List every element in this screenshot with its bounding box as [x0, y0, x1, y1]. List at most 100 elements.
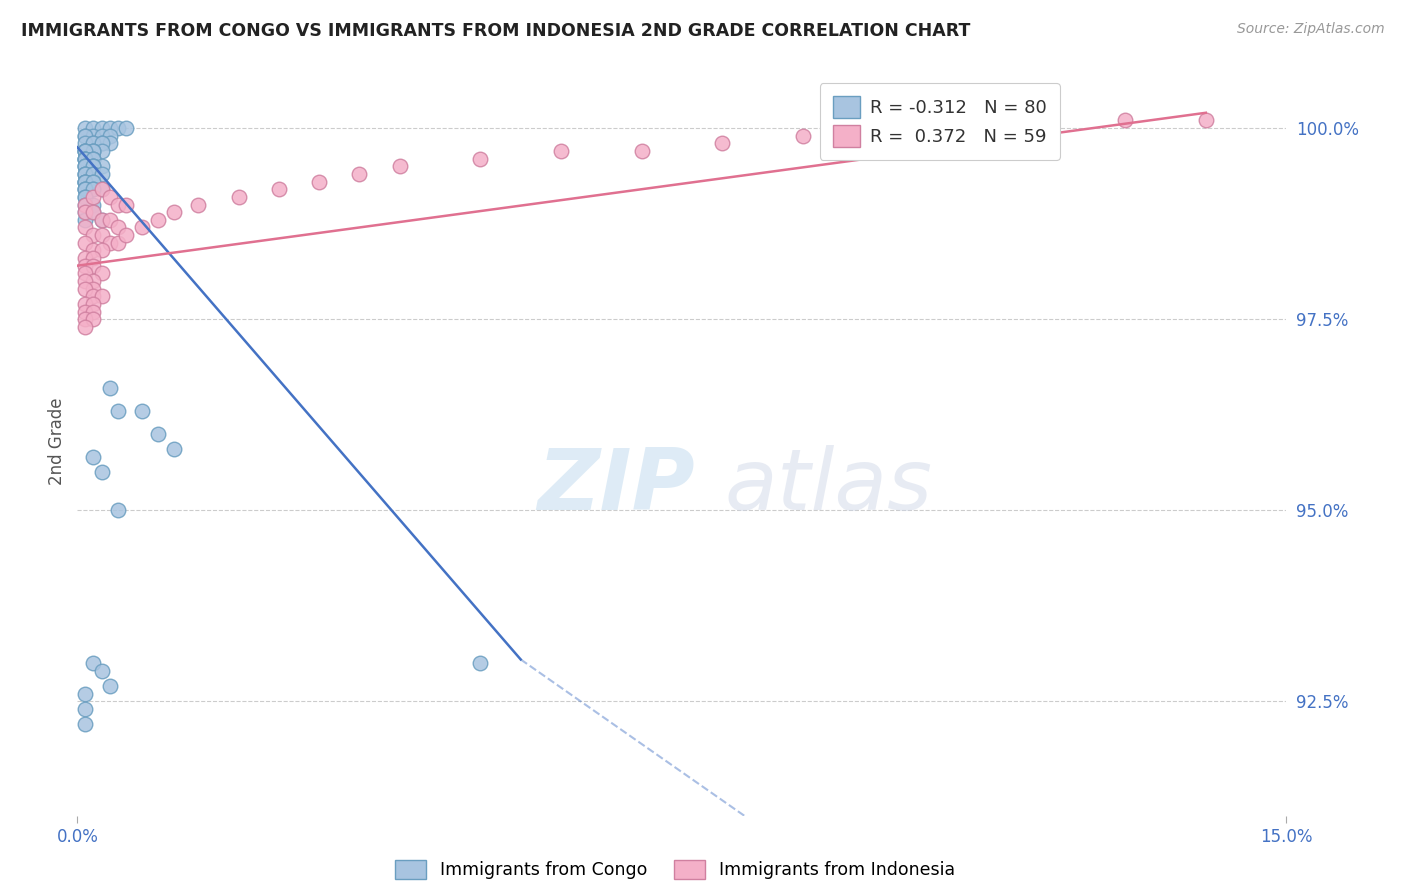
- Point: [107, 197, 129, 211]
- Point: [1195, 113, 1218, 128]
- Point: [114, 121, 136, 136]
- Point: [82, 304, 104, 318]
- Text: IMMIGRANTS FROM CONGO VS IMMIGRANTS FROM INDONESIA 2ND GRADE CORRELATION CHART: IMMIGRANTS FROM CONGO VS IMMIGRANTS FROM…: [21, 22, 970, 40]
- Text: atlas: atlas: [724, 445, 932, 528]
- Point: [146, 426, 169, 441]
- Point: [98, 190, 121, 204]
- Point: [163, 442, 186, 457]
- Point: [82, 175, 104, 189]
- Point: [470, 657, 492, 671]
- Point: [228, 190, 250, 204]
- Point: [75, 144, 97, 158]
- Point: [82, 144, 104, 158]
- Point: [90, 121, 112, 136]
- Point: [90, 289, 112, 303]
- Point: [1114, 113, 1136, 128]
- Point: [82, 159, 104, 173]
- Point: [131, 220, 153, 235]
- Point: [550, 144, 572, 158]
- Point: [82, 312, 104, 326]
- Point: [90, 228, 112, 243]
- Point: [82, 121, 104, 136]
- Point: [75, 128, 97, 143]
- Point: [470, 152, 492, 166]
- Point: [75, 205, 97, 219]
- Point: [75, 152, 97, 166]
- Point: [75, 197, 97, 211]
- Point: [75, 159, 97, 173]
- Point: [75, 251, 97, 265]
- Point: [75, 182, 97, 196]
- Point: [75, 259, 97, 273]
- Point: [75, 152, 97, 166]
- Point: [98, 679, 121, 693]
- Y-axis label: 2nd Grade: 2nd Grade: [48, 398, 66, 485]
- Point: [75, 282, 97, 296]
- Point: [75, 144, 97, 158]
- Point: [90, 212, 112, 227]
- Point: [90, 465, 112, 479]
- Point: [90, 128, 112, 143]
- Point: [82, 175, 104, 189]
- Point: [90, 266, 112, 280]
- Point: [75, 152, 97, 166]
- Legend: Immigrants from Congo, Immigrants from Indonesia: Immigrants from Congo, Immigrants from I…: [395, 860, 955, 879]
- Point: [82, 152, 104, 166]
- Point: [90, 144, 112, 158]
- Point: [267, 182, 290, 196]
- Point: [75, 266, 97, 280]
- Point: [349, 167, 371, 181]
- Point: [90, 182, 112, 196]
- Point: [75, 175, 97, 189]
- Point: [82, 274, 104, 288]
- Point: [82, 167, 104, 181]
- Point: [82, 144, 104, 158]
- Point: [107, 121, 129, 136]
- Point: [82, 152, 104, 166]
- Point: [90, 136, 112, 151]
- Point: [90, 159, 112, 173]
- Point: [75, 121, 97, 136]
- Point: [98, 381, 121, 395]
- Point: [1033, 113, 1056, 128]
- Point: [75, 167, 97, 181]
- Point: [82, 144, 104, 158]
- Point: [82, 289, 104, 303]
- Point: [308, 175, 330, 189]
- Point: [107, 404, 129, 418]
- Point: [75, 175, 97, 189]
- Point: [75, 159, 97, 173]
- Point: [90, 182, 112, 196]
- Point: [75, 175, 97, 189]
- Point: [82, 657, 104, 671]
- Point: [388, 159, 411, 173]
- Point: [75, 152, 97, 166]
- Point: [75, 136, 97, 151]
- Point: [98, 136, 121, 151]
- Point: [82, 450, 104, 464]
- Point: [75, 167, 97, 181]
- Point: [630, 144, 652, 158]
- Point: [82, 228, 104, 243]
- Point: [82, 205, 104, 219]
- Point: [82, 282, 104, 296]
- Point: [90, 212, 112, 227]
- Point: [90, 136, 112, 151]
- Legend: R = -0.312   N = 80, R =  0.372   N = 59: R = -0.312 N = 80, R = 0.372 N = 59: [820, 84, 1060, 160]
- Text: Source: ZipAtlas.com: Source: ZipAtlas.com: [1237, 22, 1385, 37]
- Point: [82, 251, 104, 265]
- Point: [114, 228, 136, 243]
- Point: [75, 190, 97, 204]
- Point: [75, 297, 97, 311]
- Point: [75, 212, 97, 227]
- Point: [90, 167, 112, 181]
- Point: [75, 304, 97, 318]
- Point: [82, 136, 104, 151]
- Point: [832, 128, 855, 143]
- Point: [82, 167, 104, 181]
- Point: [75, 190, 97, 204]
- Point: [75, 312, 97, 326]
- Point: [792, 128, 814, 143]
- Text: ZIP: ZIP: [537, 445, 695, 528]
- Point: [75, 128, 97, 143]
